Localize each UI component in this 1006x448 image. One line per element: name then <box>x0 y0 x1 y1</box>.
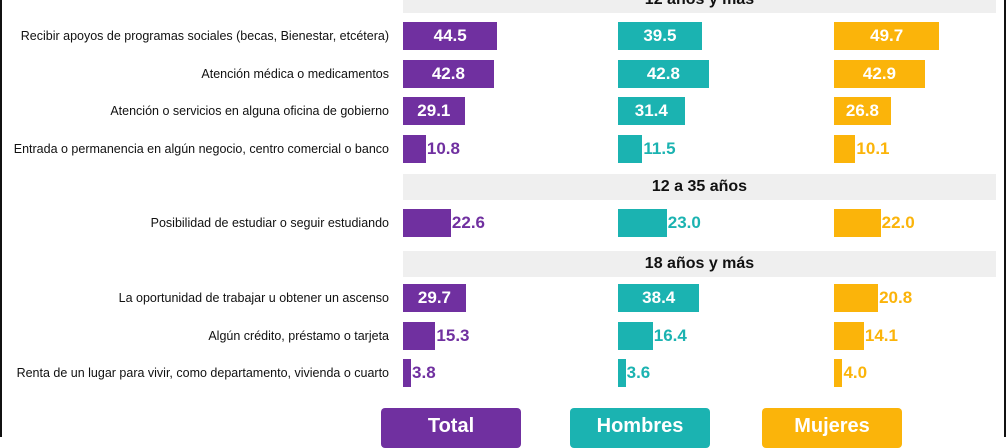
data-label-hombres: 3.6 <box>626 363 651 382</box>
bar-mujeres <box>834 284 879 312</box>
bar-mujeres <box>834 359 843 387</box>
data-label-hombres: 16.4 <box>653 326 687 345</box>
legend-mujeres: Mujeres <box>762 408 902 448</box>
bar-hombres <box>618 22 702 50</box>
data-label-mujeres: 20.8 <box>879 288 913 307</box>
bar-hombres <box>618 97 685 125</box>
bar-total <box>403 97 465 125</box>
data-label-mujeres: 22.0 <box>881 213 915 232</box>
legend-total: Total <box>381 408 521 448</box>
group-header: 12 a 35 años <box>403 174 996 200</box>
data-label-hombres: 42.8 <box>646 64 680 83</box>
bar-mujeres <box>834 97 891 125</box>
data-label-total: 10.8 <box>426 139 460 158</box>
data-label-total: 29.1 <box>417 101 451 120</box>
data-label-total: 3.8 <box>412 363 436 382</box>
data-label-hombres: 11.5 <box>643 139 676 158</box>
bar-hombres <box>618 322 653 350</box>
data-label-mujeres: 42.9 <box>862 64 897 83</box>
bar-total <box>403 22 498 50</box>
data-label-hombres: 39.5 <box>643 26 677 45</box>
data-label-mujeres: 49.7 <box>870 26 904 45</box>
bar-hombres <box>618 284 700 312</box>
bar-hombres <box>618 60 709 88</box>
data-label-hombres: 31.4 <box>634 101 668 120</box>
bar-total <box>403 209 451 237</box>
data-label-total: 42.8 <box>431 64 465 83</box>
category-label: Algún crédito, préstamo o tarjeta <box>208 329 389 343</box>
data-label-total: 15.3 <box>436 326 470 345</box>
bar-hombres <box>618 209 667 237</box>
category-label: Posibilidad de estudiar o seguir estudia… <box>150 216 389 230</box>
category-label: Atención médica o medicamentos <box>201 67 389 81</box>
data-label-mujeres: 4.0 <box>843 363 868 382</box>
legend-hombres: Hombres <box>570 408 710 448</box>
category-label: Entrada o permanencia en algún negocio, … <box>13 142 389 156</box>
group-header: 12 años y más <box>403 0 996 13</box>
category-label: Atención o servicios en alguna oficina d… <box>110 104 389 118</box>
data-label-total: 44.5 <box>433 26 467 45</box>
data-label-mujeres: 10.1 <box>856 139 890 158</box>
bar-total <box>403 135 426 163</box>
data-label-mujeres: 26.8 <box>845 101 879 120</box>
group-header: 18 años y más <box>403 251 996 277</box>
bar-hombres <box>618 135 643 163</box>
bar-mujeres <box>834 135 856 163</box>
category-label: La oportunidad de trabajar u obtener un … <box>118 291 389 305</box>
bar-total <box>403 284 466 312</box>
chart-frame <box>0 0 1006 437</box>
bar-total <box>403 359 412 387</box>
data-label-total: 29.7 <box>417 288 452 307</box>
bar-total <box>403 60 494 88</box>
data-label-total: 22.6 <box>451 213 485 232</box>
bar-mujeres <box>834 60 925 88</box>
data-label-hombres: 38.4 <box>642 288 676 307</box>
category-label: Recibir apoyos de programas sociales (be… <box>20 29 389 43</box>
data-label-mujeres: 14.1 <box>864 326 898 345</box>
bar-mujeres <box>834 22 940 50</box>
category-label: Renta de un lugar para vivir, como depar… <box>16 366 389 380</box>
bar-mujeres <box>834 322 864 350</box>
bar-total <box>403 322 436 350</box>
data-label-hombres: 23.0 <box>667 213 701 232</box>
bar-mujeres <box>834 209 881 237</box>
bar-hombres <box>618 359 626 387</box>
